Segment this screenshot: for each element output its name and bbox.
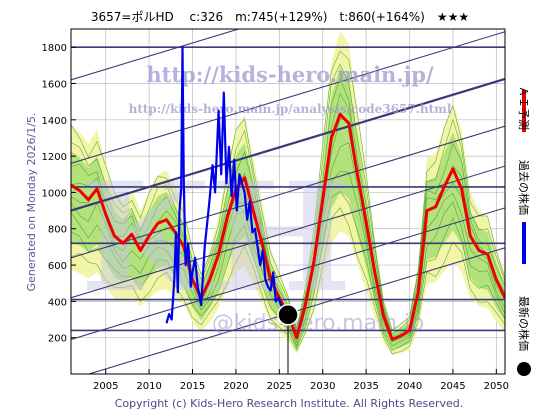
forecast-band-strand xyxy=(71,50,505,331)
forecast-band-inner xyxy=(71,67,505,350)
legend-latest-price-marker xyxy=(517,362,531,376)
x-tick-label: 2040 xyxy=(397,381,422,392)
x-tick-label: 2005 xyxy=(93,381,118,392)
y-tick-label: 1800 xyxy=(42,43,67,54)
y-tick-label: 800 xyxy=(48,225,67,236)
legend-ai-forecast-swatch xyxy=(522,90,526,132)
y-tick-label: 200 xyxy=(48,334,67,345)
x-tick-label: 2030 xyxy=(310,381,335,392)
trend-channels xyxy=(71,29,505,374)
legend-past-price-swatch xyxy=(522,222,526,264)
trend-channel-line xyxy=(71,77,505,212)
x-tick-label: 2050 xyxy=(484,381,509,392)
x-tick-label: 2020 xyxy=(223,381,248,392)
x-tick-label: 2015 xyxy=(180,381,205,392)
past-price-line xyxy=(165,46,289,324)
y-tick-label: 400 xyxy=(48,297,67,308)
trend-channel-line xyxy=(71,207,505,341)
y-tick-label: 1200 xyxy=(42,152,67,163)
plot-frame xyxy=(70,28,506,375)
watermark-site: http://kids-hero.main.jp/ xyxy=(146,62,434,87)
legend-ai-forecast-label: ＡＩ予測 xyxy=(517,86,531,130)
legend-past-price-label: 過去の株価 xyxy=(517,160,531,215)
x-tick-label: 2035 xyxy=(353,381,378,392)
watermark-page-url: http://kids-hero.main.jp/analysis/code36… xyxy=(129,102,452,116)
watermark-email: @kids-hero.main.jp xyxy=(212,311,424,336)
legend: ＡＩ予測 過去の株価 最新の株価 xyxy=(517,86,531,376)
y-tick-label: 1600 xyxy=(42,79,67,90)
trend-channel-line xyxy=(71,165,505,299)
x-tick-label: 2045 xyxy=(440,381,465,392)
x-tick-label: 2010 xyxy=(136,381,161,392)
y-axis: 200 400 600 800 1000 1200 1400 1600 1800 xyxy=(42,43,76,345)
legend-latest-price-label: 最新の株価 xyxy=(517,296,531,351)
latest-price-marker xyxy=(277,304,299,326)
chart-title: 3657=ポルHD c:326 m:745(+129%) t:860(+164%… xyxy=(91,10,469,24)
generated-date-label: Generated on Monday 2026/1/5. xyxy=(25,113,38,292)
trend-channel-line xyxy=(71,31,505,164)
y-tick-label: 1000 xyxy=(42,188,67,199)
trend-channel-line xyxy=(71,29,241,81)
x-tick-label: 2025 xyxy=(267,381,292,392)
y-tick-label: 600 xyxy=(48,261,67,272)
copyright-notice: Copyright (c) Kids-Hero Research Institu… xyxy=(115,397,464,410)
trend-channel-line xyxy=(71,125,505,259)
x-axis: 2005 2010 2015 2020 2025 2030 2035 2040 2045 2050 xyxy=(93,369,509,392)
y-tick-label: 1400 xyxy=(42,116,67,127)
